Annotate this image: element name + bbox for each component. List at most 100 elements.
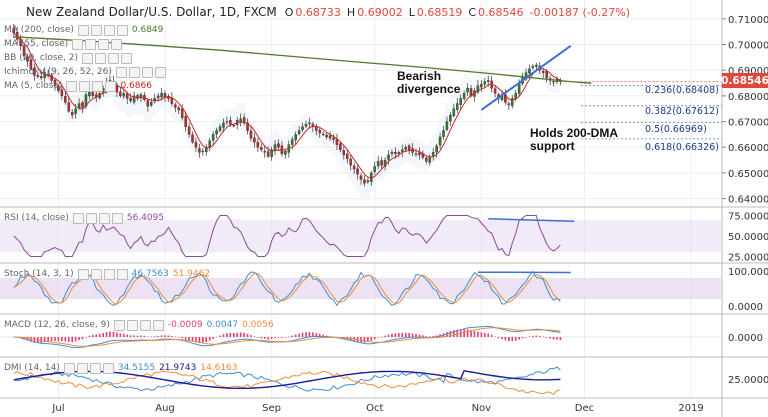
- candle-body: [387, 154, 390, 160]
- candle-body: [205, 147, 208, 152]
- macd-hist-bar: [229, 333, 232, 337]
- candle-body: [122, 93, 126, 97]
- legend-buttons[interactable]: [72, 38, 123, 50]
- legend-dmi[interactable]: DMI (14, 14) 34.5155 21.9743 14.6163: [4, 361, 238, 375]
- legend-buttons[interactable]: [66, 80, 117, 92]
- legend-macd-hist: -0.0009: [167, 320, 203, 330]
- candle-body: [284, 150, 287, 155]
- rsi-line: [13, 215, 561, 257]
- legend-buttons[interactable]: [63, 362, 114, 374]
- x-tick-label: 2019: [678, 403, 703, 414]
- macd-hist-bar: [535, 335, 538, 337]
- low-value: 0.68519: [416, 5, 463, 19]
- candle-body: [480, 84, 483, 88]
- macd-hist-bar: [281, 337, 283, 338]
- y-tick-label: 0.70000: [728, 41, 768, 52]
- legend-buttons[interactable]: [77, 24, 128, 36]
- candle-body: [373, 166, 377, 172]
- macd-hist-bar: [404, 332, 407, 337]
- y-tick-label: 0.71000: [728, 15, 768, 26]
- candle-body: [493, 88, 497, 94]
- candle-body: [376, 161, 380, 167]
- last-price-tag: 0.68546: [721, 73, 768, 88]
- legend-buttons[interactable]: [77, 268, 128, 280]
- legend-buttons[interactable]: [72, 212, 123, 224]
- candle-body: [535, 64, 538, 67]
- macd-hist-bar: [552, 337, 555, 340]
- legend-ma200[interactable]: MA (200, close) 0.6849: [4, 23, 163, 37]
- legend-buttons[interactable]: [113, 319, 164, 331]
- legend-rsi[interactable]: RSI (14, close) 56.4095: [4, 211, 164, 225]
- close-value: 0.68546: [478, 5, 524, 19]
- macd-hist-bar: [195, 337, 197, 343]
- legend-buttons[interactable]: [115, 66, 166, 78]
- legend-ma55[interactable]: MA (55, close): [4, 37, 123, 51]
- macd-hist-bar: [191, 337, 194, 342]
- candle-body: [425, 157, 428, 162]
- macd-hist-bar: [129, 335, 132, 337]
- stoch-d-line: [13, 272, 561, 305]
- macd-hist-bar: [212, 337, 214, 339]
- legend-stoch-k: 46.7563: [131, 269, 169, 279]
- macd-hist-bar: [88, 335, 91, 337]
- candle-body: [198, 148, 201, 153]
- candle-body: [273, 144, 277, 151]
- legend-stoch-d: 51.9462: [172, 269, 211, 279]
- x-tick-label: Jul: [51, 403, 64, 414]
- candle-body: [57, 85, 60, 91]
- candle-body: [507, 103, 511, 106]
- trendline-price: [480, 44, 572, 111]
- legend-buttons[interactable]: [82, 52, 133, 64]
- macd-hist-bar: [470, 330, 472, 337]
- candle-body: [435, 145, 438, 153]
- macd-hist-bar: [559, 337, 562, 341]
- macd-hist-bar: [391, 333, 393, 337]
- legend-stoch-label: Stoch (14, 3, 1): [4, 269, 74, 279]
- dmi-tick-label: 25.0000: [728, 375, 768, 386]
- macd-hist-bar: [370, 337, 373, 341]
- y-tick-label: 0.68000: [728, 92, 768, 103]
- legend-dmi-adx: 14.6163: [200, 363, 238, 373]
- legend-rsi-value: 56.4095: [126, 213, 165, 223]
- open-label: O: [284, 5, 294, 19]
- candle-body: [253, 137, 256, 143]
- macd-hist-bar: [422, 335, 424, 337]
- candle-body: [229, 119, 232, 125]
- macd-hist-bar: [549, 337, 551, 339]
- macd-hist-bar: [394, 333, 397, 337]
- macd-hist-bar: [463, 329, 465, 337]
- candle-body: [201, 150, 205, 153]
- macd-hist-bar: [140, 335, 142, 337]
- legend-ichimoku[interactable]: Ichimoku (9, 26, 52, 26): [4, 65, 166, 79]
- macd-hist-bar: [432, 336, 434, 337]
- macd-hist-bar: [408, 332, 410, 337]
- candle-body: [390, 152, 394, 154]
- candle-body: [81, 102, 84, 108]
- legend-bb-label: BB (20, close, 2): [4, 53, 79, 63]
- fib-label-500: 0.5(0.66969): [645, 124, 707, 135]
- legend-ma5[interactable]: MA (5, close) 0.6866: [4, 79, 152, 93]
- candle-body: [119, 91, 122, 97]
- macd-hist-bar: [112, 331, 115, 337]
- legend-bb[interactable]: BB (20, close, 2): [4, 51, 133, 65]
- symbol-title[interactable]: New Zealand Dollar/U.S. Dollar, 1D, FXCM: [26, 5, 277, 19]
- candle-body: [277, 143, 280, 148]
- legend-stoch[interactable]: Stoch (14, 3, 1) 46.7563 51.9462: [4, 267, 210, 281]
- candle-body: [70, 111, 74, 116]
- candle-body: [476, 85, 480, 93]
- candle-body: [215, 130, 218, 135]
- annotation-bearish: Bearish divergence: [397, 70, 460, 96]
- macd-hist-bar: [380, 336, 383, 338]
- legend-macd[interactable]: MACD (12, 26, close, 9) -0.0009 0.0047 0.00…: [4, 318, 274, 332]
- macd-hist-bar: [411, 333, 414, 337]
- candle-body: [352, 165, 356, 170]
- y-tick-label: 0.65000: [728, 169, 768, 180]
- candle-body: [294, 134, 297, 141]
- macd-hist-bar: [497, 337, 500, 339]
- macd-hist-bar: [387, 334, 390, 337]
- macd-hist-bar: [33, 337, 36, 343]
- macd-hist-bar: [360, 337, 362, 343]
- macd-hist-bar: [232, 333, 235, 337]
- macd-hist-bar: [126, 334, 129, 337]
- ma5-line: [13, 32, 561, 179]
